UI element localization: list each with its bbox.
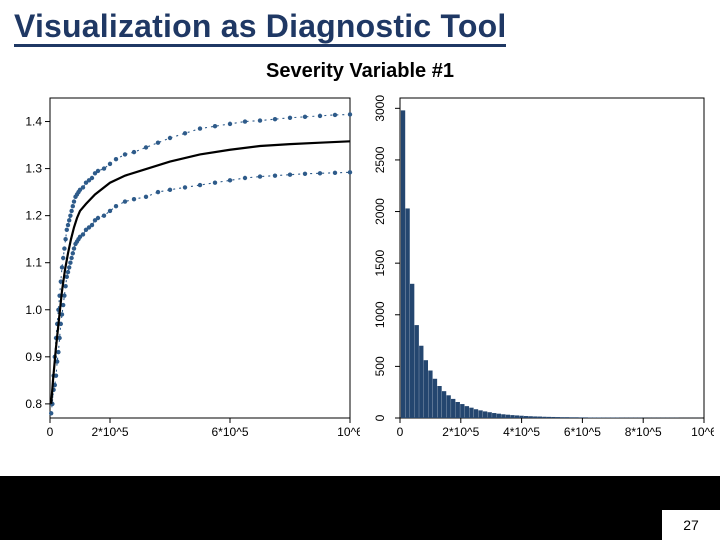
hist-bar bbox=[442, 391, 446, 418]
scatter-point bbox=[156, 141, 160, 145]
hist-bar bbox=[401, 110, 405, 418]
footer-bar: 27 bbox=[0, 476, 720, 540]
lower-band bbox=[51, 172, 350, 413]
hist-bar bbox=[515, 415, 519, 418]
hist-bar bbox=[574, 417, 578, 418]
scatter-point bbox=[318, 171, 322, 175]
xtick-label: 6*10^5 bbox=[564, 425, 601, 439]
xtick-label: 10^6 bbox=[691, 425, 714, 439]
xtick-label: 10^6 bbox=[337, 425, 360, 439]
hist-bar bbox=[424, 360, 428, 418]
ytick-label: 1.3 bbox=[25, 162, 42, 176]
hist-bar bbox=[583, 417, 587, 418]
hist-bar bbox=[510, 415, 514, 418]
hist-bar bbox=[529, 416, 533, 418]
right-chart: 0 2*10^5 4*10^5 6*10^5 8*10^5 10^6 0 500 1000 150… bbox=[360, 90, 714, 450]
ytick-label: 2500 bbox=[373, 146, 387, 173]
hist-bar bbox=[565, 417, 569, 418]
hist-bar bbox=[433, 379, 437, 418]
hist-bar bbox=[415, 325, 419, 418]
hist-bar bbox=[497, 414, 501, 418]
hist-bar bbox=[524, 416, 528, 418]
ytick-label: 1.0 bbox=[25, 303, 42, 317]
hist-bar bbox=[488, 412, 492, 418]
hist-bar bbox=[560, 417, 564, 418]
hist-bar bbox=[483, 411, 487, 418]
hist-bar bbox=[437, 386, 441, 418]
hist-bar bbox=[579, 417, 583, 418]
scatter-point bbox=[67, 218, 71, 222]
scatter-point bbox=[288, 173, 292, 177]
scatter-point bbox=[243, 119, 247, 123]
scatter-point bbox=[123, 199, 127, 203]
hist-bar bbox=[547, 417, 551, 418]
scatter-point bbox=[348, 170, 352, 174]
page-number: 27 bbox=[662, 510, 720, 540]
hist-bar bbox=[538, 417, 542, 418]
scatter-point bbox=[62, 293, 66, 297]
hist-bar bbox=[419, 346, 423, 418]
hist-bar bbox=[451, 399, 455, 418]
scatter-point bbox=[228, 178, 232, 182]
slide: Visualization as Diagnostic Tool Severit… bbox=[0, 0, 720, 540]
xtick-label: 4*10^5 bbox=[503, 425, 540, 439]
scatter-point bbox=[66, 270, 70, 274]
left-chart: 0 2*10^5 6*10^5 10^6 0.8 0.9 1.0 1.1 1.2 1.3 1.4 bbox=[6, 90, 360, 450]
xtick-label: 2*10^5 bbox=[442, 425, 479, 439]
ytick-label: 0.8 bbox=[25, 397, 42, 411]
hist-bar bbox=[478, 410, 482, 418]
ytick-label: 1500 bbox=[373, 249, 387, 276]
scatter-point bbox=[114, 204, 118, 208]
ytick-label: 1000 bbox=[373, 301, 387, 328]
scatter-point bbox=[144, 145, 148, 149]
ytick-label: 1.1 bbox=[25, 256, 42, 270]
xtick-label: 0 bbox=[47, 425, 54, 439]
plot-area: 0 2*10^5 6*10^5 10^6 0.8 0.9 1.0 1.1 1.2 1.3 1.4 0… bbox=[6, 90, 714, 450]
xtick-label: 2*10^5 bbox=[92, 425, 129, 439]
hist-bar bbox=[465, 406, 469, 418]
hist-bar bbox=[446, 395, 450, 418]
slide-title-text: Visualization as Diagnostic Tool bbox=[14, 8, 506, 47]
scatter-point bbox=[156, 190, 160, 194]
hist-bar bbox=[533, 416, 537, 418]
subtitle: Severity Variable #1 bbox=[0, 60, 720, 83]
scatter-point bbox=[102, 213, 106, 217]
xtick-label: 0 bbox=[397, 425, 404, 439]
upper-band bbox=[52, 114, 350, 403]
hist-bar bbox=[542, 417, 546, 418]
hist-bar bbox=[469, 408, 473, 418]
hist-bar bbox=[405, 208, 409, 418]
xtick-label: 8*10^5 bbox=[625, 425, 662, 439]
hist-bar bbox=[501, 414, 505, 418]
hist-bar bbox=[519, 416, 523, 418]
xtick-label: 6*10^5 bbox=[212, 425, 249, 439]
center-curve bbox=[51, 141, 350, 404]
hist-bar bbox=[456, 402, 460, 418]
hist-bar bbox=[492, 413, 496, 418]
hist-bar bbox=[588, 417, 592, 418]
hist-bar bbox=[474, 409, 478, 418]
scatter-point bbox=[213, 124, 217, 128]
hist-bar bbox=[460, 404, 464, 418]
ytick-label: 3000 bbox=[373, 95, 387, 122]
ytick-label: 0.9 bbox=[25, 350, 42, 364]
ytick-label: 0 bbox=[373, 414, 387, 421]
plot-frame bbox=[50, 98, 350, 418]
ytick-label: 2000 bbox=[373, 198, 387, 225]
ytick-label: 1.4 bbox=[25, 115, 42, 129]
hist-bar bbox=[592, 417, 596, 418]
ytick-label: 1.2 bbox=[25, 209, 42, 223]
scatter-point bbox=[258, 174, 262, 178]
ytick-label: 500 bbox=[373, 356, 387, 376]
hist-bar bbox=[551, 417, 555, 418]
slide-title: Visualization as Diagnostic Tool bbox=[14, 8, 506, 45]
hist-bar bbox=[597, 417, 601, 418]
plot-frame bbox=[400, 98, 704, 418]
hist-bar bbox=[570, 417, 574, 418]
hist-bar bbox=[410, 284, 414, 418]
hist-bar bbox=[506, 415, 510, 418]
hist-bar bbox=[556, 417, 560, 418]
hist-bar bbox=[428, 371, 432, 418]
